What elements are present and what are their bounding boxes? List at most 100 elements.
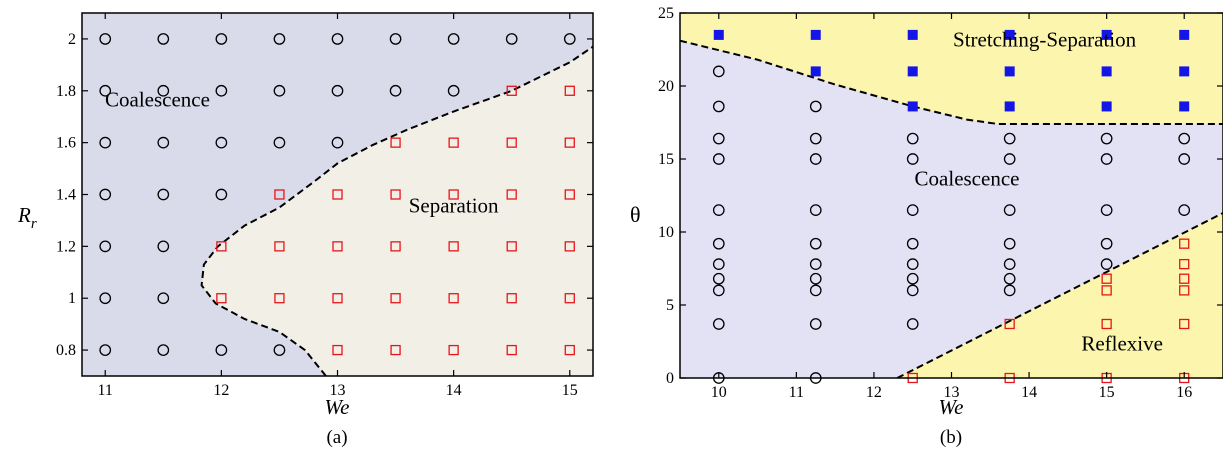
data-point-square xyxy=(564,293,575,304)
data-point-circle xyxy=(331,84,344,97)
y-tick-label: 0.8 xyxy=(56,342,76,359)
data-point-circle xyxy=(1100,153,1113,165)
data-point-circle xyxy=(563,33,576,45)
upper-boundary-b xyxy=(680,39,1223,125)
y-tick-label: 1.6 xyxy=(56,135,76,152)
data-point-circle xyxy=(99,136,112,149)
region-label: Reflexive xyxy=(1081,331,1163,355)
y-tick-label: 25 xyxy=(658,5,674,22)
data-point-square xyxy=(506,241,517,252)
coalescence-region-b xyxy=(680,40,1223,378)
data-point-circle xyxy=(1178,153,1191,165)
data-point-circle xyxy=(1003,153,1016,165)
data-point-filled-square xyxy=(1004,101,1015,112)
y-tick-label: 0 xyxy=(666,370,674,387)
x-tick-label: 12 xyxy=(866,384,882,401)
data-point-circle xyxy=(809,284,822,297)
data-point-circle xyxy=(215,33,228,45)
panel-b-chart: Stretching-Separation Coalescence Reflexiv… xyxy=(630,5,1223,448)
data-point-circle xyxy=(1003,258,1016,270)
data-point-circle xyxy=(712,204,725,216)
data-point-circle xyxy=(809,237,822,250)
data-point-filled-square xyxy=(1179,101,1190,112)
data-point-circle xyxy=(906,153,919,165)
data-point-circle xyxy=(215,84,228,97)
data-point-circle xyxy=(1100,258,1113,270)
region-label: Coalescence xyxy=(105,87,210,111)
x-tick-label: 12 xyxy=(213,382,229,399)
data-point-circle xyxy=(906,284,919,297)
data-point-circle xyxy=(99,292,112,305)
data-point-filled-square xyxy=(1004,66,1015,77)
data-point-circle xyxy=(906,272,919,285)
data-point-circle xyxy=(906,258,919,270)
data-point-filled-square xyxy=(810,29,821,40)
y-tick-label: 5 xyxy=(666,297,674,314)
data-point-circle xyxy=(331,136,344,149)
data-point-circle xyxy=(1003,284,1016,297)
region-label: Stretching-Separation xyxy=(953,28,1137,52)
data-point-square xyxy=(216,241,227,252)
data-point-circle xyxy=(157,292,170,305)
data-point-circle xyxy=(1100,132,1113,145)
data-point-square xyxy=(564,85,575,96)
data-point-circle xyxy=(99,84,112,97)
data-point-square xyxy=(448,137,459,148)
data-point-square xyxy=(506,85,517,96)
data-point-circle xyxy=(1003,132,1016,145)
data-point-circle xyxy=(215,188,228,201)
data-point-square xyxy=(564,344,575,356)
data-point-square xyxy=(332,344,343,356)
x-tick-label: 13 xyxy=(944,384,960,401)
data-point-filled-square xyxy=(1004,29,1015,40)
data-point-circle xyxy=(273,33,286,45)
data-point-filled-square xyxy=(1101,101,1112,112)
panel-a-chart: Coalescence Separation 11 12 13 14 15 0.8 1 1.2 1… xyxy=(17,12,594,448)
data-point-square xyxy=(1179,238,1190,249)
data-point-circle xyxy=(99,33,112,45)
data-point-circle xyxy=(809,100,822,113)
data-point-square xyxy=(564,137,575,148)
data-point-circle xyxy=(1100,204,1113,216)
data-point-circle xyxy=(809,258,822,270)
data-point-circle xyxy=(906,204,919,216)
data-point-circle xyxy=(1003,204,1016,216)
x-tick-label: 10 xyxy=(711,384,727,401)
boundary-curve-a xyxy=(200,45,593,376)
data-point-square xyxy=(448,293,459,304)
y-tick-label: 1.8 xyxy=(56,83,76,100)
panel-a-label: (a) xyxy=(326,427,347,448)
data-point-circle xyxy=(1003,237,1016,250)
data-point-filled-square xyxy=(1179,66,1190,77)
data-point-square xyxy=(506,293,517,304)
data-point-square xyxy=(216,293,227,304)
separation-region-a xyxy=(201,46,593,376)
y-tick-label: 1 xyxy=(68,290,76,307)
data-point-square xyxy=(506,137,517,148)
y-tick-label: 20 xyxy=(658,78,674,95)
data-point-circle xyxy=(809,153,822,165)
data-point-filled-square xyxy=(907,101,918,112)
data-point-circle xyxy=(215,344,228,356)
data-point-circle xyxy=(809,272,822,285)
data-point-circle xyxy=(906,132,919,145)
data-point-square xyxy=(332,293,343,304)
data-point-filled-square xyxy=(1101,66,1112,77)
data-point-square xyxy=(1004,318,1015,330)
data-point-filled-square xyxy=(810,66,821,77)
data-point-square xyxy=(390,344,401,356)
data-point-circle xyxy=(712,65,725,78)
panel-b-ylabel: θ xyxy=(630,202,641,227)
data-point-square xyxy=(390,293,401,304)
data-point-circle xyxy=(273,136,286,149)
x-tick-label: 14 xyxy=(1021,384,1037,401)
data-point-circle xyxy=(447,33,460,45)
panel-a-xlabel: We xyxy=(325,395,350,419)
data-point-circle xyxy=(712,318,725,330)
data-point-square xyxy=(390,189,401,200)
data-point-square xyxy=(274,189,285,200)
data-point-circle xyxy=(712,237,725,250)
data-point-square xyxy=(274,241,285,252)
panel-b-label: (b) xyxy=(940,427,962,448)
data-point-circle xyxy=(273,84,286,97)
